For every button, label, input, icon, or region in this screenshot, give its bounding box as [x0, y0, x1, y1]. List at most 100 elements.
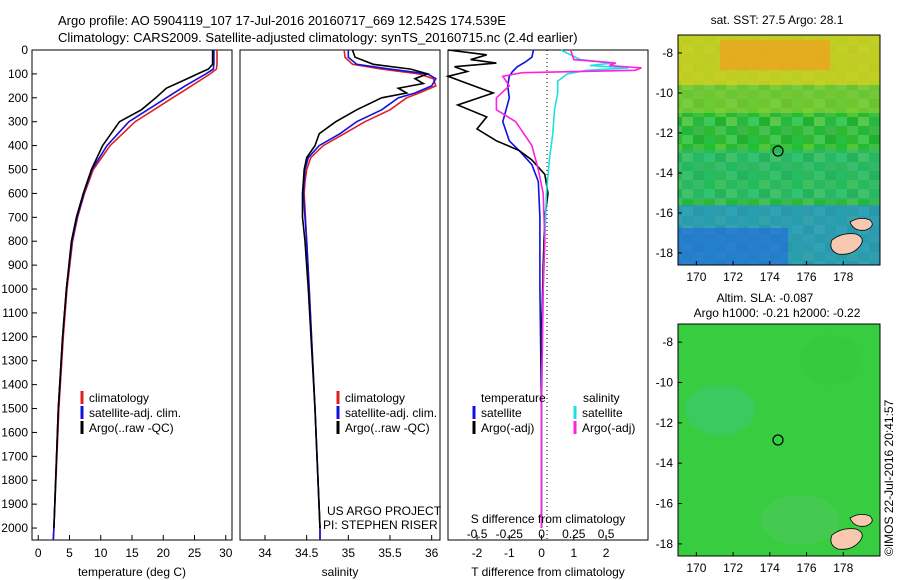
s-difference-label: S difference from climatology — [471, 512, 626, 526]
lat-tick-label: -12 — [656, 126, 674, 140]
legend-label-satellite: satellite-adj. clim. — [345, 406, 437, 420]
legend-title-salinity: salinity — [583, 391, 620, 405]
salinity-axis-ticks: 34 34.5 35 35.5 36 — [258, 535, 439, 560]
x-tick-label: 20 — [157, 546, 171, 560]
salinity-panel: 34 34.5 35 35.5 36 climatology satellite-adj… — [239, 49, 442, 579]
sst-latitude-ticks: -8 -10 -12 -14 -16 -18 — [656, 46, 682, 260]
y-tick-label: 1800 — [1, 473, 28, 487]
sst-map-frame — [677, 34, 881, 266]
salinity-plot-frame — [239, 49, 441, 541]
y-tick-label: 800 — [8, 234, 28, 248]
y-tick-label: 1700 — [1, 449, 28, 463]
lat-tick-label: -14 — [656, 166, 674, 180]
x-tick-label: 15 — [125, 546, 139, 560]
x-tick-label: 0 — [35, 546, 42, 560]
y-tick-label: 300 — [8, 115, 28, 129]
x-tick-label: 36 — [425, 546, 439, 560]
lat-tick-label: -8 — [662, 46, 673, 60]
series-line-satellite-adj-clim- — [302, 50, 437, 540]
sst-warm-spot — [720, 40, 830, 70]
lon-tick-label: 176 — [797, 561, 817, 575]
temperature-legend: climatology satellite-adj. clim. Argo(..… — [80, 391, 181, 435]
y-tick-label: 2000 — [1, 521, 28, 535]
series-line-argo-raw-qc- — [53, 50, 214, 529]
y-tick-label: 1500 — [1, 402, 28, 416]
lon-tick-label: 174 — [760, 561, 780, 575]
temperature-series-lines — [52, 50, 218, 541]
lon-tick-label: 170 — [686, 270, 706, 284]
y-tick-label: 0 — [21, 43, 28, 57]
sla-anomaly-2 — [760, 495, 840, 545]
t-difference-xlabel: T difference from climatology — [471, 565, 625, 579]
sst-transition-band — [678, 85, 880, 113]
lat-tick-label: -14 — [656, 456, 674, 470]
salinity-xlabel: salinity — [322, 565, 359, 579]
y-tick-label: 1300 — [1, 354, 28, 368]
y-tick-label: 400 — [8, 139, 28, 153]
lon-tick-label: 174 — [760, 270, 780, 284]
series-line-climatology — [52, 50, 218, 541]
x-tick-label: 35.5 — [378, 546, 402, 560]
lat-tick-label: -12 — [656, 416, 674, 430]
s-tick-label: -0.5 — [467, 527, 488, 541]
project-annotation-1: US ARGO PROJECT — [327, 504, 442, 518]
lon-tick-label: 172 — [723, 270, 743, 284]
sla-map-title-2: Argo h1000: -0.21 h2000: -0.22 — [694, 306, 861, 320]
sla-map: Altim. SLA: -0.087 Argo h1000: -0.21 h20… — [656, 291, 881, 575]
depth-axis-ticks: 0 100 200 300 400 500 600 700 800 900 1000 1100 1200… — [1, 43, 37, 535]
x-tick-label: 35 — [342, 546, 356, 560]
x-tick-label: 10 — [94, 546, 108, 560]
y-tick-label: 1600 — [1, 425, 28, 439]
lat-tick-label: -18 — [656, 246, 674, 260]
sst-longitude-ticks: 170 172 174 176 178 — [686, 261, 854, 284]
sla-map-title-1: Altim. SLA: -0.087 — [717, 291, 814, 305]
legend-label-argo: Argo(..raw -QC) — [345, 421, 430, 435]
temperature-plot-frame — [31, 49, 233, 541]
lon-tick-label: 172 — [723, 561, 743, 575]
project-annotation-2: PI: STEPHEN RISER — [323, 518, 438, 532]
y-tick-label: 700 — [8, 210, 28, 224]
salinity-legend: climatology satellite-adj. clim. Argo(..… — [336, 391, 437, 435]
sst-map-title: sat. SST: 27.5 Argo: 28.1 — [711, 13, 844, 27]
lat-tick-label: -16 — [656, 497, 674, 511]
lon-tick-label: 178 — [833, 561, 853, 575]
s-difference-axis-ticks: -0.5 -0.25 0 0.25 0.5 — [467, 527, 615, 541]
argo-profile-location-marker-sla — [772, 434, 784, 446]
series-line-argo-raw-qc- — [301, 49, 431, 529]
series-line-argo-adj--temperature — [445, 49, 549, 528]
temperature-axis-ticks: 0 5 10 15 20 25 30 — [35, 535, 233, 560]
legend-label-satellite-s: satellite — [582, 406, 623, 420]
y-tick-label: 1900 — [1, 497, 28, 511]
x-tick-label: 1 — [570, 546, 577, 560]
legend-label-argo: Argo(..raw -QC) — [89, 421, 174, 435]
s-tick-label: -0.25 — [496, 527, 524, 541]
sla-map-frame — [677, 323, 881, 557]
legend-label-satellite: satellite-adj. clim. — [89, 406, 181, 420]
x-tick-label: 30 — [219, 546, 233, 560]
sla-latitude-ticks: -8 -10 -12 -14 -16 -18 — [656, 335, 682, 551]
imos-credit: ©IMOS 22-Jul-2016 20:41:57 — [882, 399, 896, 556]
lon-tick-label: 178 — [833, 270, 853, 284]
y-tick-label: 1400 — [1, 378, 28, 392]
y-tick-label: 500 — [8, 163, 28, 177]
title-line-2: Climatology: CARS2009. Satellite-adjuste… — [58, 30, 578, 45]
legend-label-climatology: climatology — [345, 391, 405, 405]
island-fiji-sla — [830, 514, 873, 550]
x-tick-label: 34 — [258, 546, 272, 560]
y-tick-label: 1200 — [1, 330, 28, 344]
s-tick-label: 0.5 — [598, 527, 615, 541]
series-line-argo-adj--salinity — [495, 49, 642, 528]
argo-profile-location-marker — [772, 145, 784, 157]
series-line-satellite-salinity — [540, 49, 629, 528]
x-tick-label: 0 — [538, 546, 545, 560]
y-tick-label: 200 — [8, 91, 28, 105]
y-tick-label: 900 — [8, 258, 28, 272]
series-line-climatology — [303, 49, 437, 540]
x-tick-label: 5 — [66, 546, 73, 560]
sla-anomaly-1 — [685, 385, 755, 435]
lat-tick-label: -10 — [656, 86, 674, 100]
lat-tick-label: -16 — [656, 206, 674, 220]
lon-tick-label: 176 — [797, 270, 817, 284]
legend-label-argo-s: Argo(-adj) — [582, 421, 635, 435]
lat-tick-label: -10 — [656, 376, 674, 390]
